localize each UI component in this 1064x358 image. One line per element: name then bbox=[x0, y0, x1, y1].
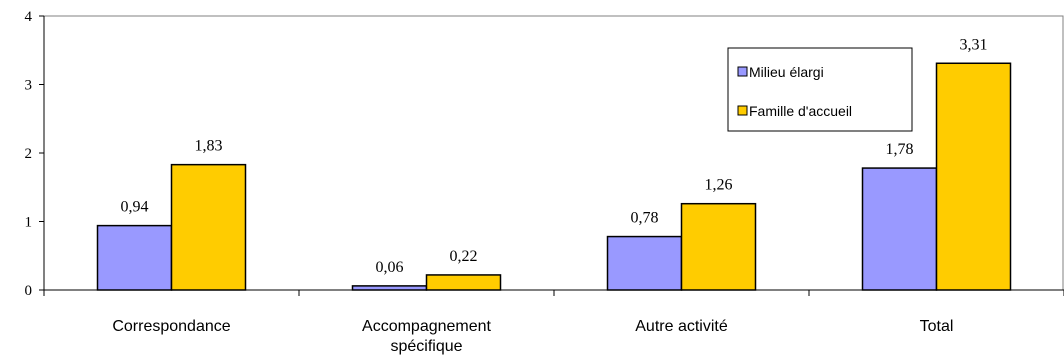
data-label: 0,94 bbox=[121, 199, 149, 216]
data-label: 3,31 bbox=[960, 36, 988, 53]
data-label: 0,78 bbox=[631, 210, 659, 227]
legend-box bbox=[727, 47, 913, 132]
data-labels: 0,94 1,83 0,06 0,22 0,78 1,26 1,78 3,31 bbox=[121, 36, 988, 276]
bar-famille-accueil bbox=[680, 202, 757, 291]
legend-swatch bbox=[737, 66, 748, 77]
data-label: 1,78 bbox=[886, 141, 914, 158]
bar-famille-accueil bbox=[425, 274, 502, 291]
legend-swatch bbox=[737, 105, 748, 116]
y-tick-label: 4 bbox=[25, 9, 33, 25]
category-labels: Correspondance Accompagnement spécifique Au… bbox=[112, 318, 953, 355]
legend-label: Milieu élargi bbox=[749, 64, 824, 80]
category-label: Autre activité bbox=[635, 318, 728, 335]
y-tick-label: 2 bbox=[25, 146, 33, 162]
category-label: Total bbox=[920, 318, 954, 335]
y-tick-label: 0 bbox=[25, 283, 33, 299]
category-label: Accompagnement bbox=[362, 318, 492, 335]
bar-milieu-elargi bbox=[351, 285, 428, 291]
data-label: 0,22 bbox=[450, 248, 478, 265]
category-label: Correspondance bbox=[112, 318, 230, 335]
legend-label: Famille d'accueil bbox=[749, 103, 852, 119]
bar-milieu-elargi bbox=[96, 224, 173, 291]
data-label: 0,06 bbox=[376, 259, 404, 276]
bars bbox=[96, 62, 1012, 291]
category-label: spécifique bbox=[390, 338, 462, 355]
y-axis-ticks: 0 1 2 3 4 bbox=[25, 9, 44, 299]
y-tick-label: 3 bbox=[25, 78, 33, 94]
bar-milieu-elargi bbox=[606, 235, 683, 291]
data-label: 1,26 bbox=[705, 177, 733, 194]
data-label: 1,83 bbox=[195, 138, 223, 155]
legend: Milieu élargi Famille d'accueil bbox=[727, 47, 913, 132]
y-tick-label: 1 bbox=[25, 215, 33, 231]
bar-milieu-elargi bbox=[861, 167, 938, 291]
bar-famille-accueil bbox=[935, 62, 1012, 291]
bar-famille-accueil bbox=[170, 163, 247, 291]
